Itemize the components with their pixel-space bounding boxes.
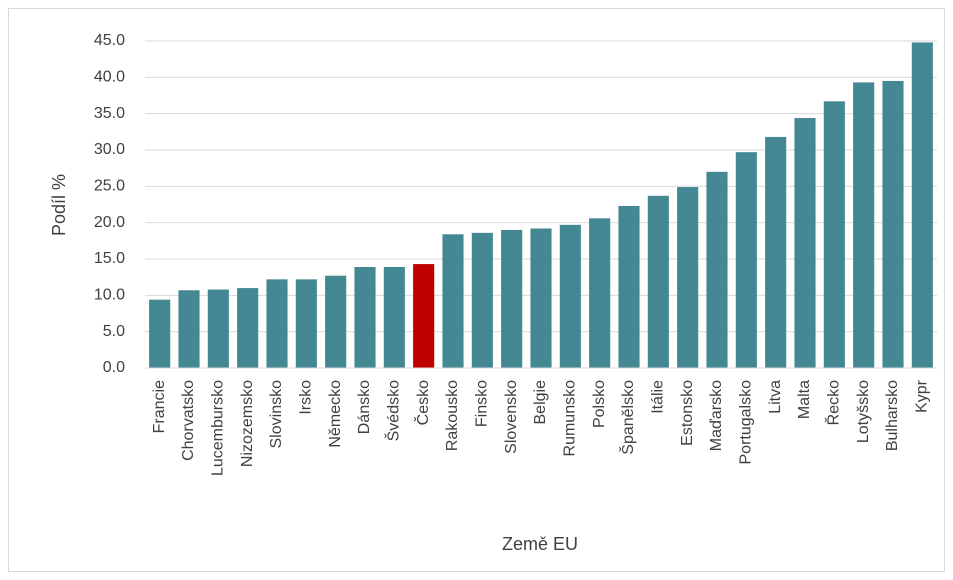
y-tick-label: 45.0 xyxy=(94,32,125,49)
y-tick-label: 5.0 xyxy=(103,323,125,340)
y-tick-label: 35.0 xyxy=(94,105,125,122)
x-axis-label: Země EU xyxy=(502,534,578,554)
bar xyxy=(559,224,581,368)
x-tick-label: Finsko xyxy=(474,380,491,427)
bar xyxy=(618,205,640,368)
bar xyxy=(794,118,816,368)
bar xyxy=(354,266,376,368)
bar xyxy=(706,171,728,368)
y-tick-label: 0.0 xyxy=(103,359,125,376)
x-tick-label: Polsko xyxy=(591,380,608,428)
x-tick-label: Bulharsko xyxy=(884,380,901,451)
bar xyxy=(823,101,845,369)
x-tick-label: Francie xyxy=(151,380,168,433)
y-axis-label: Podíl % xyxy=(49,174,69,236)
x-tick-label: Česko xyxy=(413,380,432,425)
x-tick-label: Maďarsko xyxy=(708,380,725,451)
x-tick-label: Estonsko xyxy=(679,380,696,446)
y-tick-label: 25.0 xyxy=(94,178,125,195)
x-tick-label: Litva xyxy=(767,380,784,414)
y-tick-label: 20.0 xyxy=(94,214,125,231)
x-tick-label: Chorvatsko xyxy=(180,380,197,461)
bar xyxy=(647,195,669,368)
bar xyxy=(178,290,200,368)
x-tick-label: Kypr xyxy=(914,379,931,413)
x-tick-label: Lucembursko xyxy=(210,380,227,476)
x-tick-label: Rakousko xyxy=(444,380,461,451)
x-tick-label: Španělsko xyxy=(618,380,637,455)
x-tick-label: Malta xyxy=(796,380,813,419)
bar xyxy=(589,218,611,368)
bar xyxy=(295,279,317,368)
x-tick-label: Slovinsko xyxy=(268,380,285,449)
x-tick-label: Dánsko xyxy=(356,380,373,434)
bar xyxy=(149,299,171,368)
y-tick-label: 40.0 xyxy=(94,69,125,86)
bar xyxy=(325,275,347,368)
x-tick-label: Itálie xyxy=(650,380,667,414)
x-tick-label: Rumunsko xyxy=(562,380,579,457)
bar xyxy=(853,82,875,369)
x-tick-label: Švédsko xyxy=(384,380,403,441)
bar xyxy=(413,264,435,368)
x-tick-label: Portugalsko xyxy=(738,380,755,465)
bar xyxy=(471,232,493,368)
bar xyxy=(911,42,933,368)
x-tick-label: Irsko xyxy=(298,380,315,415)
bar xyxy=(530,228,552,368)
bar xyxy=(735,152,757,368)
bar xyxy=(501,229,523,368)
y-tick-label: 15.0 xyxy=(94,250,125,267)
bar xyxy=(882,80,904,368)
x-tick-label: Slovensko xyxy=(503,380,520,454)
x-tick-label: Řecko xyxy=(824,380,843,425)
x-tick-label: Lotyšsko xyxy=(855,380,872,443)
x-tick-label: Belgie xyxy=(532,380,549,425)
x-tick-label: Nizozemsko xyxy=(239,380,256,467)
bar xyxy=(383,266,405,368)
bar xyxy=(207,289,229,368)
bar xyxy=(442,234,464,368)
x-tick-label: Německo xyxy=(327,380,344,448)
y-tick-label: 10.0 xyxy=(94,287,125,304)
y-tick-label: 30.0 xyxy=(94,141,125,158)
bar xyxy=(266,279,288,368)
bar xyxy=(765,136,787,368)
bar xyxy=(677,187,699,368)
bar xyxy=(237,288,259,368)
